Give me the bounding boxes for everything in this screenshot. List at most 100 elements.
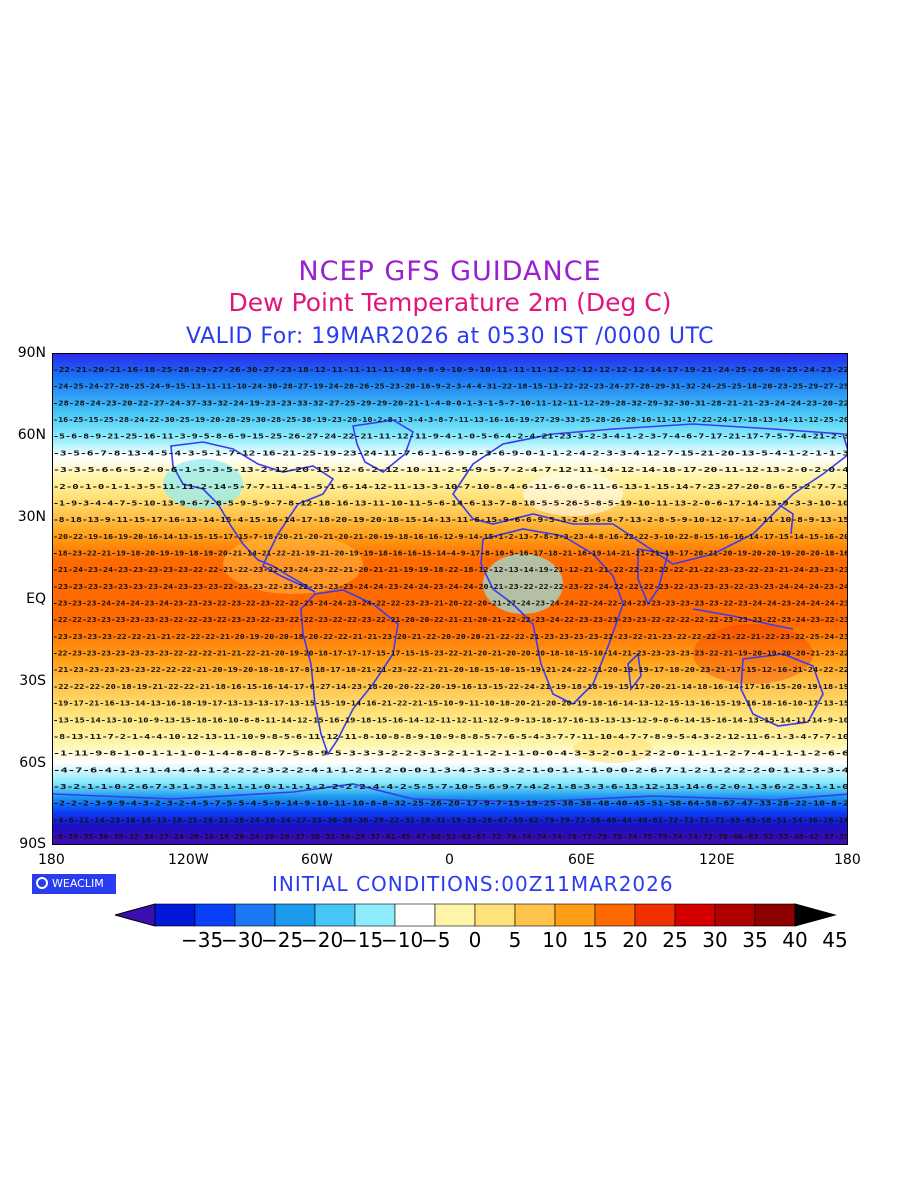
colorbar-swatch <box>194 903 236 927</box>
colorbar-swatch <box>474 903 516 927</box>
lat-label-60s: 60S <box>19 755 46 771</box>
colorbar-swatch <box>634 903 676 927</box>
chart-subtitle: Dew Point Temperature 2m (Deg C) <box>228 288 672 317</box>
chart-title: NCEP GFS GUIDANCE <box>298 256 602 287</box>
weaclim-logo: WEACLIM <box>32 874 116 894</box>
value-row-20S: -19-17-21-16-13-14-13-16-18-19-17-13-13-… <box>53 699 848 708</box>
field-background <box>53 354 847 844</box>
lat-label-90n: 90N <box>17 345 46 361</box>
colorbar-tick-label: −10 <box>381 928 424 952</box>
colorbar-tick-label: 15 <box>582 928 608 952</box>
value-row-60S: -8-39-35-30-35-32-34-27-24-20-16-18-20-2… <box>53 832 848 841</box>
subtropics-north-atlantic <box>223 534 363 594</box>
coast-greenland <box>352 419 414 473</box>
lon-label-180w: 180 <box>38 852 65 868</box>
colorbar-tick-label: −35 <box>181 928 224 952</box>
colorbar-swatch <box>394 903 436 927</box>
colorbar-swatch <box>754 903 796 927</box>
copyright-ring-icon <box>36 877 48 889</box>
value-row-0: -23-23-23-23-22-22-21-21-22-22-22-21-20-… <box>53 632 848 641</box>
coast-north-america <box>170 441 335 593</box>
coast-madagascar <box>627 652 642 692</box>
value-row-55N: -3-5-6-7-8-13-4-5-4-3-5-1-7-12-16-21-25-… <box>53 448 848 457</box>
value-grid: -22-21-20-21-16-18-25-28-29-27-26-30-27-… <box>53 365 848 841</box>
colorbar-tick-label: −15 <box>341 928 384 952</box>
lon-label-0: 0 <box>445 852 454 868</box>
lat-label-30s: 30S <box>19 673 46 689</box>
value-row-55S: -4-6-11-14-23-18-18-13-18-25-26-31-28-24… <box>53 815 848 824</box>
lat-label-30n: 30N <box>17 509 46 525</box>
initial-conditions: INITIAL CONDITIONS:00Z11MAR2026 <box>272 872 674 896</box>
colorbar-swatch <box>234 903 276 927</box>
value-row-25N: -18-23-22-21-19-18-20-19-19-18-19-20-21-… <box>53 548 848 557</box>
colorbar-swatch <box>274 903 316 927</box>
warm-pool-west-pacific <box>693 624 813 684</box>
colorbar-swatch <box>714 903 756 927</box>
lat-label-eq: EQ <box>26 591 46 607</box>
coast-india <box>637 548 670 606</box>
colorbar-max-arrow <box>794 903 837 927</box>
valid-time-text: VALID For: 19MAR2026 at 0530 IST /0000 U… <box>185 324 715 349</box>
value-row-15S: -22-22-22-20-18-19-21-22-22-21-18-16-15-… <box>53 682 848 691</box>
map-svg: -22-21-20-21-16-18-25-28-29-27-26-30-27-… <box>53 354 848 844</box>
value-row-45N: -2-0-1-0-1-1-3-5-11-11-2-14-5-7-7-11-4-1… <box>53 482 848 491</box>
coast-africa <box>480 528 624 705</box>
colorbar-tick-label: 35 <box>742 928 768 952</box>
value-row-45S: -3-2-1-1-0-2-6-7-3-1-3-3-1-1-1-0-1-1-1-2… <box>53 782 848 791</box>
logo-text: WEACLIM <box>52 877 104 890</box>
valid-time: VALID For: 19MAR2026 at 0530 IST /0000 U… <box>0 324 900 349</box>
colorbar-swatch <box>554 903 596 927</box>
value-row-30N: -20-22-19-16-19-20-16-14-13-15-15-17-15-… <box>53 532 848 541</box>
colorbar <box>115 903 837 927</box>
value-row-30S: -8-13-11-7-2-1-4-4-10-12-13-11-10-9-8-5-… <box>53 732 848 741</box>
colorbar-tick-label: 40 <box>782 928 808 952</box>
colorbar-tick-label: 0 <box>468 928 482 952</box>
colorbar-tick-label: −25 <box>261 928 304 952</box>
lat-label-60n: 60N <box>17 427 46 443</box>
value-row-50S: -2-2-2-3-9-9-4-3-2-3-2-4-5-7-5-5-4-5-9-1… <box>53 799 848 808</box>
dew-point-map: -22-21-20-21-16-18-25-28-29-27-26-30-27-… <box>52 353 848 845</box>
lon-label-60w: 60W <box>301 852 333 868</box>
coast-antarctica <box>53 783 847 803</box>
value-row-40S: -4-7-6-4-1-1-1-4-4-4-1-2-2-2-3-2-2-4-1-1… <box>53 765 848 774</box>
lon-label-180e: 180 <box>834 852 861 868</box>
value-row-70N: -16-25-15-25-28-24-22-30-25-19-20-28-29-… <box>53 415 848 424</box>
colorbar-swatch <box>354 903 396 927</box>
colorbar-swatch <box>314 903 356 927</box>
lat-label-90s: 90S <box>19 836 46 852</box>
colorbar-swatch <box>154 903 196 927</box>
dry-region-sahara <box>483 554 563 614</box>
colorbar-tick-label: 20 <box>622 928 648 952</box>
colorbar-min-arrow <box>115 903 156 927</box>
lon-label-60e: 60E <box>568 852 595 868</box>
coast-japan <box>777 503 794 535</box>
coast-south-america <box>300 589 399 756</box>
value-row-50N: -3-3-5-6-6-5-2-0-6-1-5-3-5-13-2-12-20-15… <box>53 465 848 474</box>
value-row-20N: -21-24-23-24-23-23-23-23-23-22-22-21-22-… <box>53 565 848 574</box>
colorbar-swatch <box>674 903 716 927</box>
dry-region-central-asia <box>523 472 623 516</box>
value-row-10N: -23-23-23-24-24-24-23-24-23-23-23-22-23-… <box>53 599 848 608</box>
value-row-75N: -28-28-24-23-20-22-27-24-37-33-32-24-19-… <box>53 398 848 407</box>
value-row-40N: -1-9-3-4-4-7-5-10-13-9-6-7-8-5-9-5-9-7-8… <box>53 498 848 507</box>
coastlines <box>53 419 847 803</box>
lon-label-120w: 120W <box>168 852 209 868</box>
colorbar-tick-label: −5 <box>421 928 451 952</box>
value-row-5N: -22-22-23-23-23-23-23-23-22-22-23-22-23-… <box>53 615 848 624</box>
colorbar-tick-label: 25 <box>662 928 688 952</box>
value-row-65N: -5-6-8-9-21-25-16-11-3-9-5-8-6-9-15-25-2… <box>53 432 848 441</box>
colorbar-tick-label: 5 <box>508 928 522 952</box>
coast-eurasia <box>452 423 847 565</box>
colorbar-tick-label: 30 <box>702 928 728 952</box>
colorbar-tick-label: −20 <box>301 928 344 952</box>
colorbar-swatch <box>514 903 556 927</box>
value-row-15N: -23-23-23-23-23-23-23-24-23-23-23-22-23-… <box>53 582 848 591</box>
coast-australia <box>740 653 824 727</box>
colorbar-tick-label: 10 <box>542 928 568 952</box>
colorbar-tick-label: −30 <box>221 928 264 952</box>
colorbar-swatch <box>434 903 476 927</box>
coast-indonesia <box>692 608 794 630</box>
value-row-35N: -8-18-13-9-11-15-17-16-13-14-15-4-15-16-… <box>53 515 848 524</box>
colorbar-tick-label: 45 <box>822 928 848 952</box>
lon-label-120e: 120E <box>699 852 735 868</box>
